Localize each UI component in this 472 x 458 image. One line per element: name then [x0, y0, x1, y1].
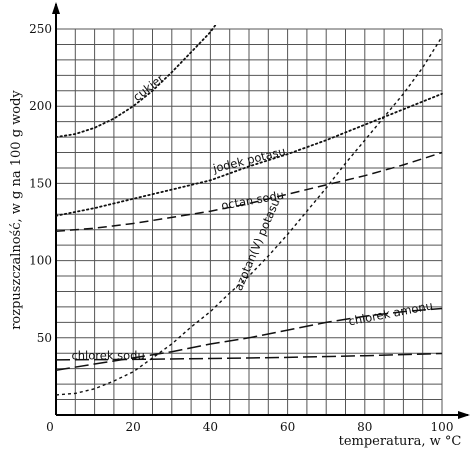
y-tick-label: 50 — [37, 331, 52, 345]
series-line-chlorek-sodu — [56, 352, 443, 361]
chart-axes — [52, 2, 470, 419]
x-tick-label: 100 — [431, 420, 454, 434]
curve-label: chlorek amonu — [347, 298, 434, 328]
series-line-jodek-potasu — [56, 92, 443, 217]
y-tick-label: 200 — [29, 99, 52, 113]
x-tick-label: 40 — [203, 420, 218, 434]
series-line-cukier — [56, 25, 217, 138]
x-axis-title: temperatura, w °C — [339, 434, 462, 449]
curve-label: chlorek sodu — [71, 348, 144, 362]
y-tick-label: 100 — [29, 254, 52, 268]
x-tick-label: 80 — [357, 420, 372, 434]
y-tick-label: 150 — [29, 176, 52, 190]
series-line-octan-sodu — [56, 151, 443, 233]
chart-ticks: 0 20 40 60 80 100 50 100 150 200 250 — [29, 22, 453, 434]
curve-label: azotan(V) potasu — [231, 196, 282, 292]
chart-series — [56, 25, 443, 396]
x-axis-arrow — [458, 411, 470, 419]
y-axis-title: rozpuszczalność, w g na 100 g wody — [9, 90, 24, 330]
y-tick-label: 250 — [29, 22, 52, 36]
y-axis-arrow — [52, 2, 60, 14]
x-tick-label: 0 — [46, 420, 54, 434]
x-tick-label: 20 — [126, 420, 141, 434]
x-tick-label: 60 — [280, 420, 295, 434]
curve-label: cukier — [130, 71, 167, 104]
series-line-azotan-v-potasu — [56, 36, 443, 396]
